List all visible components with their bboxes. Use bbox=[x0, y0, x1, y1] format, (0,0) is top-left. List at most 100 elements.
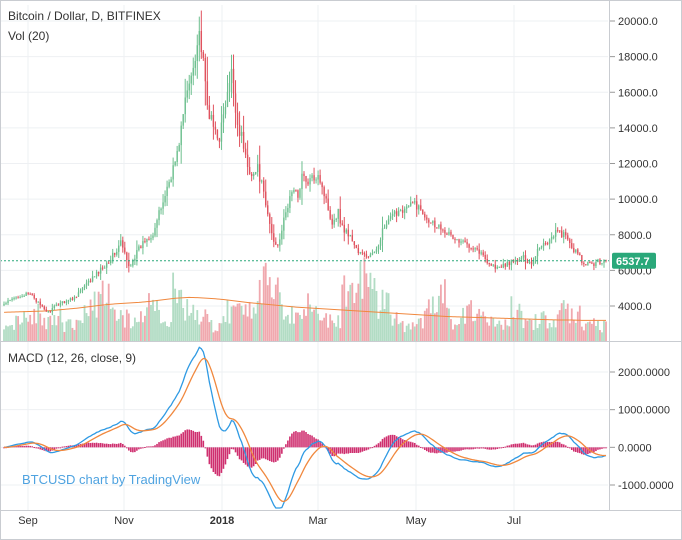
macd-histogram-bar bbox=[498, 447, 501, 449]
volume-bar bbox=[419, 317, 422, 341]
macd-histogram-bar bbox=[564, 445, 567, 448]
volume-bar bbox=[514, 319, 517, 341]
candle-body bbox=[385, 224, 388, 228]
volume-bar bbox=[150, 304, 152, 341]
volume-bar bbox=[166, 326, 168, 341]
macd-histogram-bar bbox=[532, 445, 535, 448]
macd-histogram-bar bbox=[222, 447, 225, 469]
macd-histogram-bar bbox=[494, 447, 497, 450]
candle-body bbox=[103, 267, 106, 269]
macd-histogram-bar bbox=[347, 447, 350, 454]
candle-body bbox=[371, 253, 374, 255]
macd-histogram-bar bbox=[419, 446, 422, 448]
candle-body bbox=[444, 230, 446, 234]
volume-bar bbox=[144, 315, 146, 341]
volume-bar bbox=[43, 317, 46, 341]
candle-body bbox=[196, 45, 198, 61]
macd-histogram-bar bbox=[180, 433, 182, 448]
macd-histogram-bar bbox=[109, 444, 112, 448]
volume-bar bbox=[240, 305, 243, 341]
volume-bar bbox=[230, 306, 233, 341]
macd-histogram-bar bbox=[550, 441, 553, 448]
macd-histogram-bar bbox=[232, 447, 235, 450]
volume-bar bbox=[530, 320, 533, 341]
candle-body bbox=[63, 301, 66, 303]
volume-label: Vol (20) bbox=[8, 29, 49, 43]
price-tick-label: 16000.0 bbox=[618, 87, 658, 99]
candle-body bbox=[363, 252, 366, 255]
macd-histogram-bar bbox=[95, 442, 98, 448]
candle-body bbox=[307, 181, 309, 185]
candle-body bbox=[567, 235, 569, 240]
candle-body bbox=[182, 114, 184, 126]
volume-bars bbox=[3, 257, 607, 341]
macd-histogram-bar bbox=[544, 441, 547, 448]
volume-bar bbox=[7, 326, 9, 341]
candle-body bbox=[234, 93, 237, 113]
price-tick-label: 10000.0 bbox=[618, 194, 658, 206]
candle-body bbox=[91, 276, 94, 282]
macd-histogram-bar bbox=[428, 447, 430, 453]
candle-body bbox=[89, 280, 92, 282]
candle-body bbox=[311, 175, 313, 179]
volume-bar bbox=[216, 331, 219, 341]
candle-body bbox=[490, 264, 492, 266]
candle-body bbox=[544, 243, 547, 245]
candle-body bbox=[494, 264, 496, 269]
macd-histogram-bar bbox=[558, 442, 561, 448]
macd-histogram-bar bbox=[593, 447, 595, 453]
macd-histogram-bar bbox=[309, 434, 311, 448]
volume-bar bbox=[206, 313, 209, 341]
macd-histogram-bar bbox=[178, 435, 180, 448]
candle-body bbox=[349, 235, 352, 237]
volume-bar bbox=[508, 326, 511, 341]
candle-body bbox=[277, 244, 279, 246]
candle-body bbox=[146, 238, 148, 243]
candle-body bbox=[343, 224, 345, 233]
volume-bar bbox=[9, 325, 11, 341]
candle-body bbox=[130, 265, 132, 267]
volume-bar bbox=[454, 324, 456, 341]
volume-bar bbox=[192, 304, 195, 341]
macd-histogram-bar bbox=[99, 442, 102, 448]
volume-bar bbox=[176, 303, 179, 341]
macd-histogram-bar bbox=[158, 442, 160, 448]
volume-bar bbox=[385, 292, 388, 341]
candle-body bbox=[416, 201, 418, 210]
volume-bar bbox=[168, 326, 171, 341]
candle-body bbox=[172, 165, 174, 180]
volume-bar bbox=[25, 317, 28, 341]
volume-bar bbox=[256, 301, 259, 341]
volume-bar bbox=[260, 303, 263, 341]
candle-body bbox=[37, 301, 39, 303]
candle-body bbox=[327, 198, 329, 211]
candle-body bbox=[180, 125, 182, 146]
macd-histogram-bar bbox=[562, 444, 565, 448]
candle-body bbox=[273, 233, 275, 242]
volume-bar bbox=[97, 291, 100, 341]
candle-body bbox=[502, 263, 505, 268]
volume-bar bbox=[172, 272, 175, 341]
candle-body bbox=[128, 259, 130, 267]
volume-bar bbox=[556, 314, 559, 341]
volume-bar bbox=[5, 325, 7, 341]
volume-bar bbox=[226, 300, 229, 341]
macd-histogram-bar bbox=[504, 446, 507, 448]
macd-histogram-bar bbox=[33, 447, 36, 449]
candle-body bbox=[528, 261, 531, 264]
volume-bar bbox=[405, 325, 408, 341]
macd-histogram-bar bbox=[188, 429, 191, 448]
candle-body bbox=[77, 292, 80, 297]
macd-histogram-bar bbox=[162, 440, 164, 448]
candle-body bbox=[498, 266, 500, 268]
signal-line bbox=[3, 357, 607, 503]
macd-histogram-bar bbox=[228, 447, 231, 455]
price-tick-label: 4000.0 bbox=[618, 301, 652, 313]
macd-histogram-bar bbox=[363, 447, 366, 451]
candle-body bbox=[194, 60, 196, 68]
macd-histogram-bar bbox=[570, 447, 573, 450]
candle-body bbox=[236, 112, 239, 125]
candle-body bbox=[407, 205, 410, 207]
